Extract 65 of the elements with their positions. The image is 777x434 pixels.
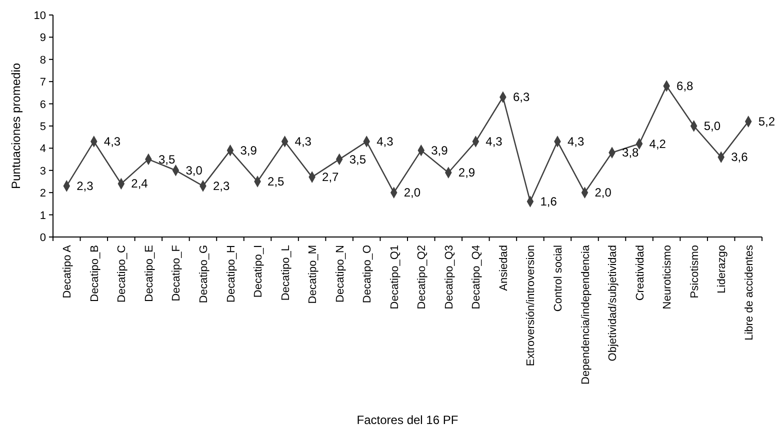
x-tick-label: Decatipo_Q3: [443, 245, 456, 310]
data-label: 4,3: [294, 134, 312, 149]
data-label: 3,6: [731, 150, 748, 164]
x-tick-label: Decatipo_Q2: [416, 245, 428, 310]
y-tick-label: 6: [40, 98, 46, 111]
x-tick-label: Dependencia/independencia: [580, 244, 592, 384]
data-label: 5,0: [704, 119, 721, 133]
y-tick-label: 10: [34, 10, 46, 22]
x-tick-label: Decatipo_F: [170, 244, 183, 302]
x-tick-label: Decatipo_L: [280, 245, 292, 301]
x-tick-label: Decatipo_I: [252, 245, 265, 298]
x-tick-label: Extroversión/introversion: [525, 245, 538, 366]
data-label: 3,9: [431, 143, 448, 158]
data-label: 6,8: [676, 79, 694, 94]
x-tick-label: Decatipo_Q4: [470, 245, 483, 310]
x-tick-label: Decatipo_M: [307, 245, 320, 304]
y-tick-label: 1: [40, 210, 46, 222]
x-tick-label: Decatipo_Q1: [388, 245, 401, 310]
data-label: 4,3: [104, 134, 121, 149]
x-tick-label: Decatipo_B: [88, 245, 101, 302]
y-axis-title: Puntuaciones promedio: [9, 62, 23, 190]
x-tick-label: Decatipo_O: [362, 244, 374, 304]
y-tick-label: 4: [40, 143, 46, 156]
data-label: 2,5: [268, 174, 285, 188]
data-label: 4,3: [567, 134, 584, 149]
x-tick-label: Neuroticismo: [662, 245, 674, 310]
data-label: 2,9: [458, 166, 476, 180]
data-label: 3,5: [349, 152, 366, 166]
data-label: 2,3: [212, 178, 230, 193]
data-label: 3,0: [186, 163, 203, 178]
x-tick-label: Decatipo_G: [198, 245, 210, 304]
y-tick-label: 9: [40, 32, 46, 44]
data-label: 2,4: [131, 176, 148, 191]
x-tick-label: Decatipo_N: [334, 244, 346, 302]
y-tick-label: 2: [40, 188, 46, 200]
x-tick-label: Libre de accidentes: [743, 244, 756, 340]
data-label: 4,2: [649, 136, 666, 151]
data-label: 4,3: [376, 134, 394, 149]
x-tick-label: Decatipo A: [62, 244, 74, 298]
y-tick-label: 3: [40, 165, 46, 178]
data-label: 3,9: [240, 143, 258, 158]
y-tick-label: 5: [40, 121, 46, 133]
x-tick-label: Liderazgo: [716, 245, 728, 294]
x-tick-label: Control social: [552, 245, 564, 312]
x-tick-label: Creatividad: [634, 245, 646, 301]
y-tick-label: 0: [40, 232, 46, 244]
x-tick-label: Objetividad/subjetividad: [607, 245, 620, 362]
x-axis-title: Factores del 16 PF: [356, 413, 458, 427]
x-tick-label: Ansiedad: [498, 245, 510, 291]
data-label: 5,2: [758, 114, 776, 129]
x-tick-label: Decatipo_E: [143, 245, 156, 302]
data-label: 4,3: [486, 134, 503, 149]
data-label: 2,7: [322, 170, 340, 184]
x-tick-label: Psicotismo: [688, 245, 701, 298]
data-label: 1,6: [540, 194, 558, 208]
data-label: 6,3: [512, 90, 530, 104]
y-tick-label: 7: [40, 76, 46, 89]
data-label: 3,5: [158, 152, 176, 166]
x-tick-label: Decatipo_H: [225, 244, 238, 302]
data-label: 3,8: [622, 146, 640, 160]
data-label: 2,0: [594, 186, 612, 200]
x-tick-label: Decatipo_C: [116, 244, 128, 302]
data-label: 2,0: [404, 186, 421, 200]
data-label: 2,3: [76, 178, 94, 193]
y-tick-label: 8: [40, 54, 46, 66]
